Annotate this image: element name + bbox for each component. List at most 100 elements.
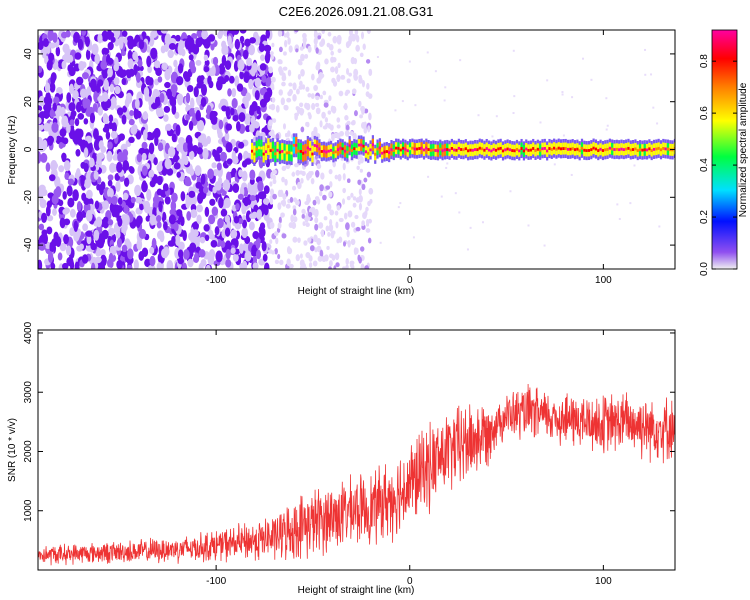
heatmap-cell bbox=[82, 72, 89, 80]
heatmap-cell bbox=[38, 41, 44, 50]
heatmap-cell bbox=[286, 97, 292, 103]
heatmap-cell bbox=[130, 196, 136, 204]
heatmap-cell bbox=[156, 175, 163, 186]
heatmap-cell bbox=[149, 246, 155, 255]
heatmap-cell bbox=[569, 147, 572, 151]
heatmap-cell bbox=[227, 88, 232, 97]
heatmap-cell bbox=[415, 147, 419, 151]
heatmap-cell bbox=[133, 259, 139, 269]
heatmap-cell bbox=[55, 236, 62, 248]
heatmap-cell bbox=[314, 30, 318, 35]
heatmap-cell bbox=[297, 181, 302, 190]
snr-y-tick-label: 1000 bbox=[23, 499, 34, 522]
heatmap-cell bbox=[211, 65, 216, 77]
heatmap-cell bbox=[122, 160, 130, 171]
heatmap-cell bbox=[149, 180, 156, 188]
heatmap-cell bbox=[142, 129, 148, 142]
heatmap-cell bbox=[576, 147, 579, 151]
heatmap-cell bbox=[336, 117, 341, 123]
heatmap-cell bbox=[48, 52, 55, 62]
heatmap-cell bbox=[571, 96, 574, 99]
heatmap-cell bbox=[280, 212, 285, 218]
heatmap-cell bbox=[186, 84, 194, 93]
heatmap-cell bbox=[474, 148, 477, 151]
heatmap-cell bbox=[297, 73, 301, 80]
heatmap-cell bbox=[629, 148, 632, 152]
heatmap-cell bbox=[209, 110, 216, 122]
heatmap-cell bbox=[244, 250, 252, 262]
heatmap-cell bbox=[335, 221, 339, 229]
heatmap-cell bbox=[113, 207, 120, 218]
heatmap-cell bbox=[499, 146, 502, 150]
heatmap-cell bbox=[94, 53, 101, 65]
heatmap-cell bbox=[406, 149, 409, 153]
heatmap-cell bbox=[350, 149, 354, 152]
heatmap-cell bbox=[205, 264, 211, 269]
heatmap-cell bbox=[75, 149, 81, 157]
heatmap-cell bbox=[65, 30, 71, 38]
heatmap-cell bbox=[345, 222, 350, 231]
heatmap-cell bbox=[141, 152, 147, 161]
heatmap-cell bbox=[467, 149, 470, 153]
spectrogram-x-tick-label: 100 bbox=[595, 275, 612, 286]
heatmap-cell bbox=[301, 262, 306, 269]
heatmap-cell bbox=[130, 125, 138, 135]
heatmap-cell bbox=[257, 146, 261, 150]
heatmap-cell bbox=[324, 117, 329, 123]
snr-x-tick-label: 0 bbox=[407, 576, 413, 587]
heatmap-cell bbox=[261, 241, 267, 252]
heatmap-cell bbox=[75, 168, 81, 178]
heatmap-cell bbox=[96, 183, 101, 191]
heatmap-cell bbox=[399, 202, 402, 205]
heatmap-cell bbox=[61, 115, 69, 128]
heatmap-cell bbox=[163, 114, 169, 122]
heatmap-cell bbox=[304, 102, 309, 109]
heatmap-cell bbox=[132, 51, 138, 61]
heatmap-cell bbox=[226, 158, 233, 165]
heatmap-marks bbox=[38, 30, 675, 269]
heatmap-cell bbox=[316, 245, 322, 253]
heatmap-cell bbox=[320, 229, 325, 238]
heatmap-cell bbox=[350, 56, 356, 65]
heatmap-cell bbox=[346, 78, 351, 84]
heatmap-cell bbox=[188, 54, 194, 61]
heatmap-cell bbox=[348, 30, 353, 36]
heatmap-cell bbox=[135, 110, 142, 119]
heatmap-cell bbox=[270, 54, 275, 60]
heatmap-cell bbox=[376, 147, 379, 151]
heatmap-cell bbox=[571, 147, 574, 151]
heatmap-cell bbox=[189, 108, 195, 117]
heatmap-cell bbox=[133, 63, 138, 76]
heatmap-cell bbox=[268, 131, 273, 137]
heatmap-cell bbox=[81, 254, 89, 264]
heatmap-cell bbox=[267, 145, 270, 149]
heatmap-cell bbox=[242, 228, 248, 239]
heatmap-cell bbox=[326, 245, 330, 250]
heatmap-cell bbox=[328, 95, 332, 102]
heatmap-cell bbox=[58, 165, 65, 173]
heatmap-cell bbox=[329, 260, 333, 267]
heatmap-cell bbox=[363, 127, 368, 134]
heatmap-cell bbox=[50, 74, 56, 85]
colorbar-gradient bbox=[711, 29, 738, 270]
heatmap-cell bbox=[211, 206, 219, 216]
heatmap-cell bbox=[282, 193, 287, 200]
heatmap-cell bbox=[126, 240, 132, 251]
heatmap-cell bbox=[359, 52, 364, 58]
heatmap-cell bbox=[257, 180, 264, 192]
heatmap-cell bbox=[148, 151, 154, 163]
heatmap-cell bbox=[520, 147, 523, 150]
heatmap-cell bbox=[224, 215, 231, 223]
heatmap-cell bbox=[302, 209, 306, 215]
heatmap-cell bbox=[107, 57, 114, 66]
heatmap-cell bbox=[211, 123, 219, 130]
heatmap-cell bbox=[232, 253, 239, 262]
heatmap-cell bbox=[77, 136, 83, 146]
heatmap-cell bbox=[359, 114, 363, 119]
heatmap-cell bbox=[69, 227, 75, 237]
heatmap-cell bbox=[221, 105, 228, 112]
heatmap-cell bbox=[100, 181, 106, 191]
heatmap-cell bbox=[269, 221, 275, 229]
heatmap-cell bbox=[48, 42, 56, 49]
heatmap-cell bbox=[106, 150, 113, 162]
